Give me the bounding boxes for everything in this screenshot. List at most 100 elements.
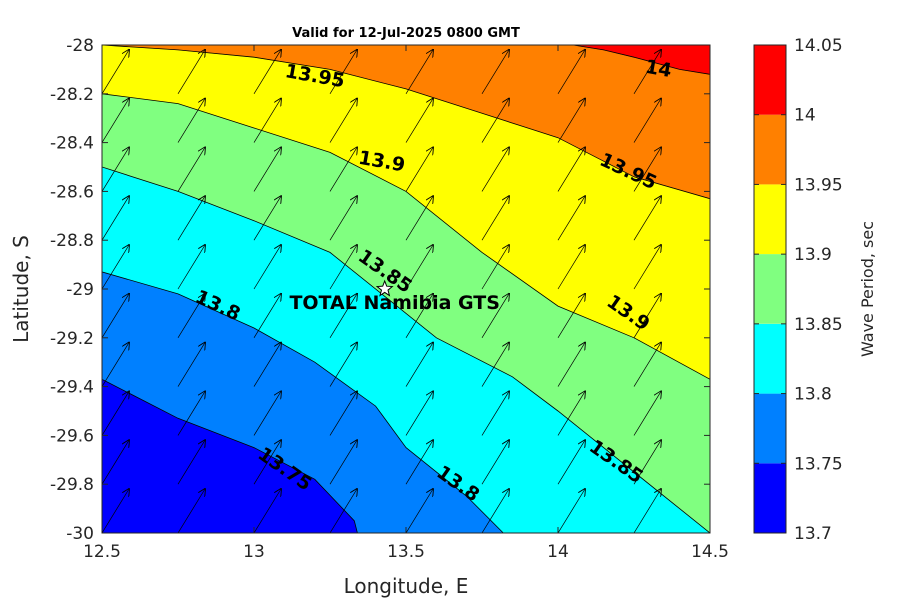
colorbar-tick-label: 14.05 (794, 36, 843, 56)
wave-arrow (329, 343, 357, 387)
colorbar-tick-label: 14 (794, 106, 816, 126)
wave-arrow (557, 343, 585, 387)
wave-arrow (253, 343, 281, 387)
wave-arrow (633, 147, 661, 192)
colorbar-block (754, 184, 786, 255)
wave-arrow (557, 489, 585, 533)
wave-arrow (177, 147, 205, 192)
wave-arrow (481, 343, 509, 387)
wave-arrow (405, 294, 433, 338)
wave-arrow (178, 45, 179, 46)
contour-line-13-85 (102, 166, 710, 533)
wave-arrow (633, 343, 661, 387)
wave-arrow (329, 99, 357, 143)
colorbar-block (754, 45, 786, 115)
wave-arrow (329, 391, 357, 436)
wave-arrow (329, 489, 357, 533)
wave-arrow (329, 440, 357, 485)
x-axis-label: Longitude, E (344, 574, 469, 598)
wave-arrow (254, 45, 255, 46)
wave-arrow (481, 245, 509, 290)
wave-arrow (253, 196, 281, 241)
wave-arrow (253, 391, 281, 436)
wave-arrow (329, 50, 357, 94)
wave-arrow (253, 440, 281, 485)
wave-arrow (102, 196, 129, 241)
y-tick-label: -28.6 (50, 182, 94, 202)
wave-arrow (177, 440, 205, 485)
wave-arrow (405, 245, 433, 290)
wave-arrow (481, 440, 509, 485)
wave-arrow (177, 50, 205, 94)
y-tick-label: -28 (66, 36, 94, 56)
wave-arrow (481, 50, 509, 94)
wave-arrow (102, 343, 129, 387)
colorbar-block (754, 323, 786, 394)
colorbar-ticks: 13.7 13.75 13.8 13.85 13.9 13.95 14 14.05 (754, 36, 843, 544)
y-tick-label: -28.2 (50, 85, 94, 105)
wave-arrow (177, 196, 205, 241)
wave-arrow (102, 391, 129, 436)
contour-line-13-75 (102, 378, 358, 533)
wave-arrow (557, 440, 585, 485)
wave-arrow (405, 99, 433, 143)
y-tick-label: -28.4 (50, 134, 94, 154)
y-tick-label: -28.8 (50, 231, 94, 251)
wave-arrow (102, 245, 129, 290)
wave-arrow (633, 391, 661, 436)
wave-arrow (102, 294, 129, 338)
y-tick-label: -29 (66, 280, 94, 300)
wave-arrow (405, 440, 433, 485)
wave-arrow (102, 489, 129, 533)
contour-label-6: 14 (643, 56, 673, 82)
y-tick-label: -29.2 (50, 329, 94, 349)
y-tick-label: -30 (66, 524, 94, 544)
x-tick-label: 13.5 (387, 542, 425, 562)
contour-lines (102, 45, 710, 533)
wave-arrow (102, 440, 129, 485)
wave-arrow (634, 45, 635, 46)
colorbar-tick-label: 13.9 (794, 245, 832, 265)
y-tick-label: -29.8 (50, 475, 94, 495)
wave-arrow (405, 196, 433, 241)
y-tick-label: -29.6 (50, 426, 94, 446)
wave-arrow (557, 147, 585, 192)
chart-title: Valid for 12-Jul-2025 0800 GMT (292, 26, 520, 41)
star-icon (375, 279, 394, 297)
wave-arrow (329, 196, 357, 241)
wave-arrow (102, 45, 103, 46)
wave-arrow (633, 196, 661, 241)
wave-arrow (633, 489, 661, 533)
wave-arrow (253, 489, 281, 533)
colorbar-frame (753, 44, 787, 534)
wave-arrow (177, 245, 205, 290)
wave-arrow (405, 147, 433, 192)
wave-arrow (405, 489, 433, 533)
wave-arrow (481, 196, 509, 241)
colorbar: 13.7 13.75 13.8 13.85 13.9 13.95 14 14.05 Wave … (753, 36, 877, 544)
y-tick-label: -29.4 (50, 378, 94, 398)
x-tick-label: 13 (243, 542, 265, 562)
wave-arrow (253, 50, 281, 94)
colorbar-tick-label: 13.7 (794, 524, 832, 544)
wave-arrow (177, 294, 205, 338)
y-axis: -28 -28.2 -28.4 -28.6 -28.8 -29 -29.2 -29.4 -29.… (50, 36, 710, 544)
wave-arrow (633, 245, 661, 290)
wave-arrow (329, 294, 357, 338)
wave-arrow (177, 99, 205, 143)
wave-arrow (557, 391, 585, 436)
x-tick-label: 12.5 (83, 542, 121, 562)
wave-arrow (558, 45, 559, 46)
wave-arrow (481, 489, 509, 533)
wave-arrow (177, 391, 205, 436)
site-label: TOTAL Namibia GTS (289, 292, 500, 314)
wave-arrow (633, 294, 661, 338)
wave-arrow (253, 294, 281, 338)
wave-arrow (102, 99, 129, 143)
wave-arrow (177, 343, 205, 387)
wave-arrow (481, 294, 509, 338)
colorbar-tick-label: 13.8 (794, 385, 832, 405)
wave-arrow (102, 147, 129, 192)
colorbar-blocks (754, 45, 786, 533)
